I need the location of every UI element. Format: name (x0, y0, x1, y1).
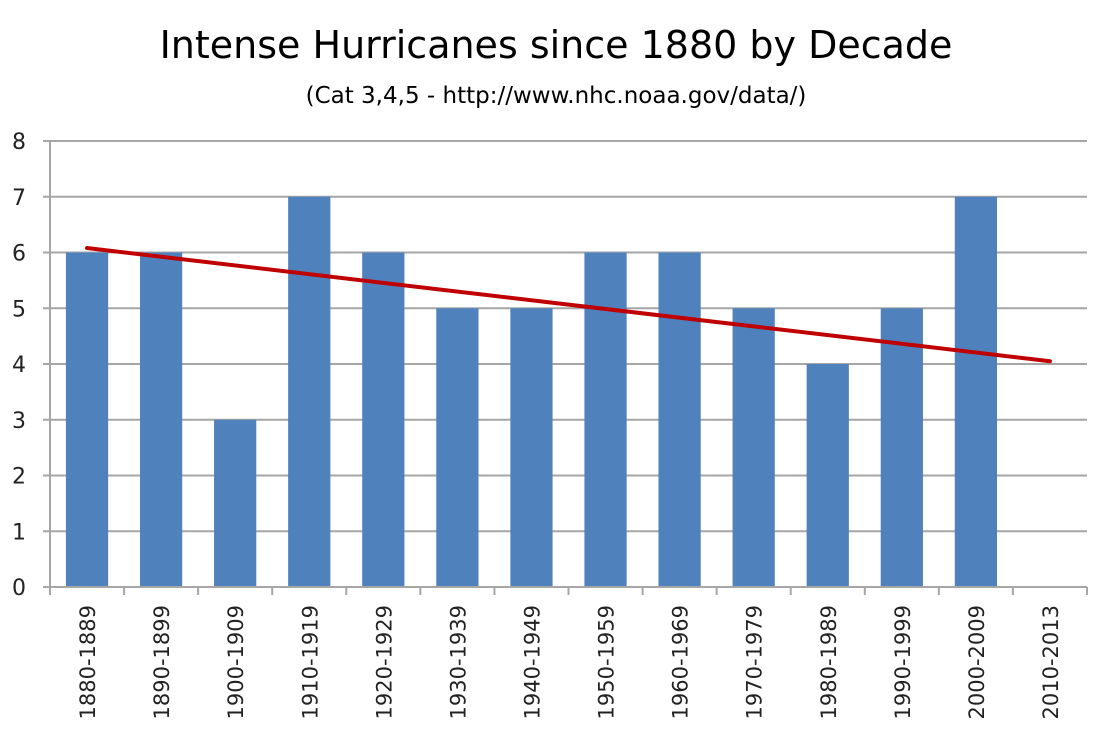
x-tick-label: 1910-1919 (298, 605, 322, 719)
x-tick-label: 1930-1939 (446, 605, 470, 719)
x-tick-label: 2000-2009 (965, 605, 989, 719)
x-tick-label: 1900-1909 (224, 605, 248, 719)
y-tick-label: 0 (12, 576, 26, 601)
bar (436, 308, 479, 587)
bar (658, 252, 701, 587)
x-tick-label: 1920-1929 (372, 605, 396, 719)
chart-subtitle: (Cat 3,4,5 - http://www.nhc.noaa.gov/dat… (306, 83, 807, 109)
bar (732, 308, 775, 587)
trendline (85, 246, 1052, 364)
x-tick-label: 1950-1959 (595, 605, 619, 719)
bar (510, 308, 553, 587)
x-tick-label: 1890-1899 (150, 605, 174, 719)
chart-title: Intense Hurricanes since 1880 by Decade (160, 23, 953, 67)
y-tick-label: 3 (12, 409, 26, 434)
gridlines (50, 140, 1087, 533)
y-tick-label: 8 (12, 130, 26, 155)
bar (65, 252, 109, 587)
y-tick-label: 5 (12, 297, 26, 322)
y-tick-label: 2 (12, 465, 26, 490)
bar (880, 308, 923, 587)
x-tick-label: 1960-1969 (669, 605, 693, 719)
bar (584, 252, 627, 587)
x-tick-label: 1970-1979 (743, 605, 767, 719)
bars (65, 196, 998, 587)
y-tick-label: 4 (12, 353, 26, 378)
x-tick-label: 1880-1889 (76, 605, 100, 719)
y-tick-label: 6 (12, 242, 26, 267)
bar (954, 196, 998, 587)
bar (288, 196, 331, 587)
x-tick-label: 1990-1999 (891, 605, 915, 719)
trendline-group (85, 246, 1052, 364)
x-axis-ticks: 1880-1889 1890-1899 1900-1909 1910-1919 1920… (49, 587, 1088, 719)
x-tick-label: 2010-2013 (1039, 605, 1063, 719)
axes (43, 141, 1087, 594)
x-tick-label: 1980-1989 (817, 605, 841, 719)
y-tick-label: 7 (12, 186, 26, 211)
bar (362, 252, 405, 587)
y-axis-ticks: 0 1 2 3 4 5 6 7 8 (12, 130, 50, 601)
bar (214, 419, 257, 587)
x-tick-label: 1940-1949 (520, 605, 544, 719)
y-tick-label: 1 (12, 520, 26, 545)
bar (139, 252, 183, 587)
bar (806, 364, 849, 587)
